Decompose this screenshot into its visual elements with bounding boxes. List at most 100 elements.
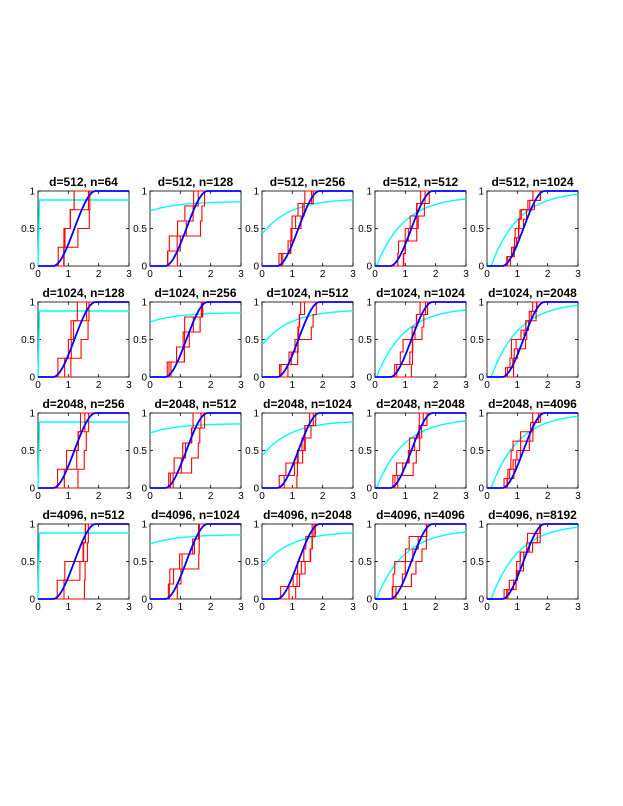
x-tick-label: 0: [35, 491, 41, 502]
y-tick-label: 0.5: [21, 446, 35, 457]
empirical-curve: [150, 190, 241, 267]
x-tick-label: 3: [463, 269, 469, 280]
y-tick-label: 1: [141, 520, 147, 531]
x-tick-label: 3: [350, 380, 356, 391]
y-tick-label: 1: [478, 520, 484, 531]
subplot: d=512, n=1024 0 1 2 3 0 0.5 1: [470, 175, 581, 280]
subplot-title: d=1024, n=256: [154, 286, 236, 300]
x-tick-label: 3: [126, 602, 132, 613]
x-tick-label: 3: [350, 491, 356, 502]
empirical-curve: [487, 190, 578, 267]
x-tick-label: 3: [350, 602, 356, 613]
y-tick-label: 0: [366, 262, 372, 273]
y-tick-label: 0.5: [133, 446, 147, 457]
x-tick-label: 2: [96, 380, 102, 391]
empirical-curve: [38, 301, 129, 378]
y-tick-label: 0.5: [245, 335, 259, 346]
x-tick-label: 2: [96, 602, 102, 613]
y-tick-label: 1: [478, 409, 484, 420]
model-curve: [375, 301, 466, 378]
subplot-title: d=4096, n=8192: [488, 508, 577, 522]
x-tick-label: 0: [259, 269, 265, 280]
model-curve: [262, 301, 353, 378]
empirical-curve: [150, 412, 241, 489]
empirical-curve: [150, 301, 241, 378]
empirical-curve: [38, 190, 129, 267]
model-curve: [487, 523, 578, 600]
empirical-curve: [262, 301, 353, 378]
subplot: d=512, n=256 0 1 2 3 0 0.5 1: [245, 175, 356, 280]
x-tick-label: 1: [403, 491, 409, 502]
y-tick-label: 0.5: [358, 224, 372, 235]
subplot: d=1024, n=512 0 1 2 3 0 0.5 1: [245, 286, 356, 391]
x-tick-label: 3: [238, 491, 244, 502]
subplot: d=4096, n=2048 0 1 2 3 0 0.5 1: [245, 508, 356, 613]
empirical-curve: [38, 523, 129, 600]
empirical-curve: [487, 190, 578, 267]
empirical-curve: [38, 412, 129, 489]
x-tick-label: 1: [178, 602, 184, 613]
y-tick-label: 0: [29, 373, 35, 384]
x-tick-label: 1: [178, 269, 184, 280]
empirical-curve: [487, 301, 578, 378]
reference-curve: [150, 534, 242, 545]
empirical-curve: [150, 190, 241, 267]
y-tick-label: 0: [478, 484, 484, 495]
subplot-title: d=1024, n=512: [266, 286, 348, 300]
x-tick-label: 2: [433, 491, 439, 502]
subplot: d=512, n=128 0 1 2 3 0 0.5 1: [133, 175, 244, 280]
x-tick-label: 0: [147, 269, 153, 280]
x-tick-label: 2: [208, 602, 214, 613]
subplot: d=4096, n=512 0 1 2 3 0 0.5 1: [21, 508, 132, 613]
x-tick-label: 1: [66, 380, 72, 391]
empirical-curve: [38, 190, 129, 267]
empirical-curve: [375, 301, 466, 378]
empirical-curve: [38, 301, 129, 378]
y-tick-label: 1: [141, 298, 147, 309]
reference-curve: [37, 310, 129, 378]
model-curve: [375, 190, 466, 267]
x-tick-label: 0: [484, 380, 490, 391]
empirical-curve: [375, 523, 466, 600]
reference-curve: [375, 309, 467, 378]
y-tick-label: 0.5: [470, 557, 484, 568]
subplot-title: d=1024, n=1024: [376, 286, 465, 300]
y-tick-label: 1: [253, 298, 259, 309]
x-tick-label: 2: [96, 491, 102, 502]
subplot-title: d=2048, n=1024: [263, 397, 352, 411]
x-tick-label: 2: [545, 380, 551, 391]
subplot: d=512, n=64 0 1 2 3 0 0.5 1: [21, 175, 132, 280]
subplot-title: d=2048, n=2048: [376, 397, 465, 411]
x-tick-label: 2: [433, 269, 439, 280]
x-tick-label: 1: [66, 602, 72, 613]
model-curve: [38, 301, 129, 378]
empirical-curve: [487, 523, 578, 600]
empirical-curve: [487, 523, 578, 600]
axes-box: [37, 412, 130, 489]
x-tick-label: 2: [320, 380, 326, 391]
x-tick-label: 3: [463, 380, 469, 391]
subplot: d=1024, n=1024 0 1 2 3 0 0.5 1: [358, 286, 469, 391]
reference-curve: [150, 201, 242, 212]
reference-curve: [37, 199, 129, 267]
empirical-curve: [262, 190, 353, 267]
y-tick-label: 0: [478, 262, 484, 273]
subplot-title: d=512, n=256: [270, 175, 346, 189]
y-tick-label: 0: [253, 484, 259, 495]
empirical-curve: [38, 523, 129, 600]
x-tick-label: 1: [66, 491, 72, 502]
x-tick-label: 0: [484, 269, 490, 280]
subplot: d=2048, n=2048 0 1 2 3 0 0.5 1: [358, 397, 469, 502]
empirical-curve: [375, 412, 466, 489]
axes-box: [374, 412, 467, 489]
empirical-curve: [262, 412, 353, 489]
empirical-curve: [375, 190, 466, 267]
y-tick-label: 1: [366, 298, 372, 309]
y-tick-label: 1: [29, 298, 35, 309]
empirical-curve: [487, 301, 578, 378]
empirical-curve: [150, 523, 241, 600]
subplot-title: d=2048, n=256: [42, 397, 124, 411]
subplot-title: d=512, n=1024: [491, 175, 573, 189]
model-curve: [487, 301, 578, 378]
x-tick-label: 3: [126, 380, 132, 391]
